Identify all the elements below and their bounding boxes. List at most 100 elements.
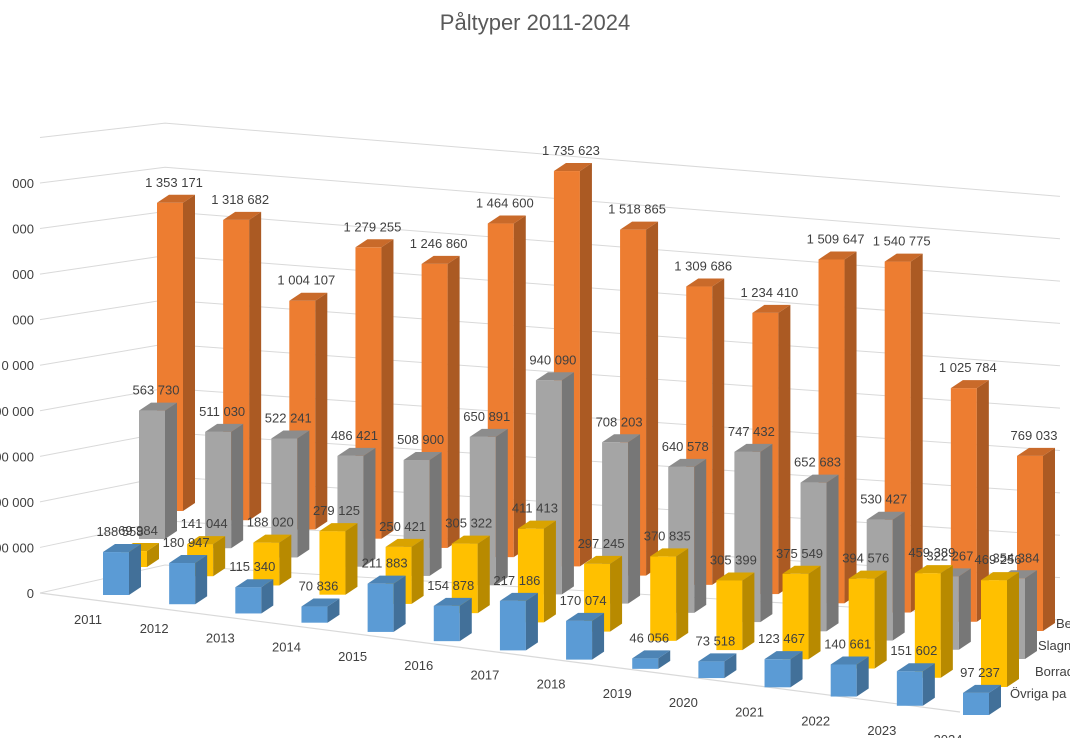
- svg-text:2020: 2020: [669, 695, 698, 710]
- svg-text:2015: 2015: [338, 649, 367, 664]
- svg-text:2014: 2014: [272, 640, 301, 655]
- bar: [367, 575, 406, 632]
- svg-text:394 576: 394 576: [842, 551, 889, 566]
- svg-text:211 883: 211 883: [362, 556, 408, 571]
- svg-text:188 020: 188 020: [247, 515, 294, 530]
- svg-text:650 891: 650 891: [463, 409, 510, 424]
- bar: [716, 572, 755, 651]
- svg-text:2016: 2016: [404, 658, 433, 673]
- svg-text:180 947: 180 947: [163, 535, 210, 550]
- svg-text:2021: 2021: [735, 704, 764, 719]
- bar: [566, 612, 605, 660]
- svg-text:97 237: 97 237: [960, 665, 1000, 680]
- bar: [698, 653, 737, 679]
- svg-text:279 125: 279 125: [313, 503, 360, 518]
- svg-text:563 730: 563 730: [133, 383, 180, 398]
- svg-text:297 245: 297 245: [578, 536, 625, 551]
- bar: [319, 523, 358, 595]
- svg-text:0: 0: [27, 586, 34, 601]
- svg-text:70 836: 70 836: [299, 579, 339, 594]
- svg-text:1 735 623: 1 735 623: [542, 143, 600, 158]
- svg-text:250 421: 250 421: [379, 519, 426, 534]
- svg-text:2013: 2013: [206, 630, 235, 645]
- bar: [963, 684, 1001, 715]
- svg-text:115 340: 115 340: [229, 559, 275, 574]
- svg-text:1 464 600: 1 464 600: [476, 196, 534, 211]
- svg-text:188 558: 188 558: [97, 524, 144, 539]
- bar: [981, 572, 1019, 687]
- bar: [764, 651, 803, 688]
- svg-text:708 203: 708 203: [596, 414, 643, 429]
- svg-text:2018: 2018: [537, 677, 566, 692]
- svg-text:1 309 686: 1 309 686: [674, 259, 732, 274]
- svg-text:1 234 410: 1 234 410: [740, 285, 798, 300]
- svg-text:141 044: 141 044: [181, 516, 228, 531]
- svg-text:1 318 682: 1 318 682: [211, 192, 269, 207]
- svg-text:305 322: 305 322: [445, 516, 492, 531]
- bar: [301, 598, 340, 623]
- svg-text:322 267: 322 267: [926, 548, 973, 563]
- svg-text:151 602: 151 602: [890, 643, 937, 658]
- bars: [103, 163, 1055, 715]
- bar: [782, 565, 821, 660]
- svg-text:2017: 2017: [470, 667, 499, 682]
- svg-text:2024: 2024: [934, 732, 963, 738]
- svg-text:940 090: 940 090: [529, 352, 576, 367]
- svg-text:69 984: 69 984: [118, 523, 158, 538]
- svg-text:Borrad: Borrad: [1035, 664, 1070, 679]
- bar: [385, 538, 424, 604]
- svg-text:1 518 865: 1 518 865: [608, 202, 666, 217]
- series-depth-labels: Övriga pa Borrad Slagn Bet: [1010, 616, 1070, 701]
- svg-text:2022: 2022: [801, 714, 830, 729]
- svg-text:1 540 775: 1 540 775: [873, 234, 931, 249]
- svg-text:154 878: 154 878: [427, 578, 474, 593]
- svg-text:1 025 784: 1 025 784: [939, 360, 997, 375]
- svg-text:747 432: 747 432: [728, 424, 775, 439]
- svg-text:1 279 255: 1 279 255: [344, 219, 402, 234]
- svg-text:411 413: 411 413: [512, 501, 558, 516]
- svg-text:375 549: 375 549: [776, 546, 823, 561]
- svg-text:000: 000: [12, 176, 34, 191]
- svg-text:73 518: 73 518: [696, 633, 736, 648]
- svg-text:00 000: 00 000: [0, 495, 34, 510]
- svg-text:305 399: 305 399: [710, 553, 757, 568]
- svg-text:2011: 2011: [74, 612, 102, 627]
- svg-text:000: 000: [12, 267, 34, 282]
- svg-text:00 000: 00 000: [0, 404, 34, 419]
- svg-text:000: 000: [12, 313, 34, 328]
- bar: [253, 534, 292, 586]
- svg-text:640 578: 640 578: [662, 439, 709, 454]
- bar: [650, 548, 689, 641]
- svg-text:Övriga pa: Övriga pa: [1010, 686, 1067, 701]
- svg-text:1 509 647: 1 509 647: [807, 231, 865, 246]
- bar: [139, 402, 177, 539]
- svg-text:2012: 2012: [140, 621, 169, 636]
- svg-text:2023: 2023: [867, 723, 896, 738]
- svg-text:769 033: 769 033: [1011, 428, 1058, 443]
- svg-text:2019: 2019: [603, 686, 632, 701]
- svg-text:170 074: 170 074: [560, 593, 607, 608]
- svg-text:652 683: 652 683: [794, 455, 841, 470]
- bar: [830, 656, 869, 697]
- bar: [433, 597, 472, 642]
- svg-text:00 000: 00 000: [0, 540, 34, 555]
- svg-text:Slagn: Slagn: [1038, 638, 1070, 653]
- svg-text:140 661: 140 661: [824, 636, 871, 651]
- svg-text:508 900: 508 900: [397, 432, 444, 447]
- svg-text:000: 000: [12, 222, 34, 237]
- svg-text:459 389: 459 389: [908, 545, 955, 560]
- data-labels: 1 353 171 1 318 682 1 004 107 1 279 255 1 24…: [97, 143, 1058, 680]
- svg-text:1 246 860: 1 246 860: [410, 236, 468, 251]
- bar: [205, 423, 244, 549]
- svg-text:217 186: 217 186: [493, 573, 540, 588]
- bar: [896, 663, 935, 706]
- svg-text:511 030: 511 030: [199, 404, 245, 419]
- svg-text:522 241: 522 241: [265, 411, 312, 426]
- svg-text:469 256: 469 256: [975, 552, 1022, 567]
- chart-title: Påltyper 2011-2024: [439, 10, 631, 35]
- bar: [235, 579, 274, 614]
- bar: [632, 650, 671, 669]
- svg-text:00 000: 00 000: [0, 449, 34, 464]
- svg-text:354 384: 354 384: [993, 550, 1040, 565]
